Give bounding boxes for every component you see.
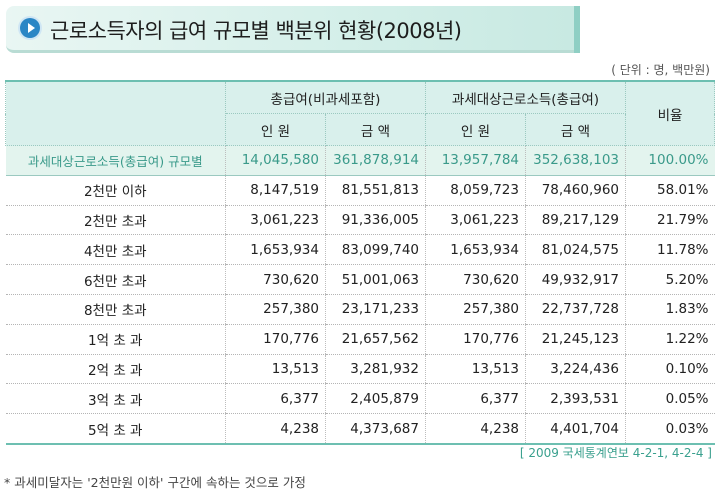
table-cell: 170,776 <box>425 324 526 355</box>
table-cell: 3,061,223 <box>225 205 326 236</box>
table-cell: 0.10% <box>625 354 715 385</box>
header-amount: 금 액 <box>325 113 426 146</box>
row-label: 6천만 초과 <box>5 264 226 295</box>
table-cell: 361,878,914 <box>325 145 426 176</box>
title-banner: 근로소득자의 급여 규모별 백분위 현황(2008년) <box>6 6 580 53</box>
table-cell: 22,737,728 <box>525 294 626 325</box>
table-cell: 257,380 <box>225 294 326 325</box>
table-row-total: 과세대상근로소득(총급여) 규모별 14,045,580 361,878,914… <box>5 145 715 176</box>
table-cell: 0.05% <box>625 383 715 415</box>
table-cell: 58.01% <box>625 175 715 206</box>
table-row: 3억 초 과 6,377 2,405,879 6,377 2,393,531 0… <box>5 383 715 415</box>
table-cell: 6,377 <box>425 383 526 415</box>
table-cell: 352,638,103 <box>525 145 626 176</box>
unit-label: ( 단위 : 명, 백만원) <box>611 63 710 77</box>
row-label: 2천만 이하 <box>5 175 226 206</box>
row-label: 1억 초 과 <box>5 324 226 355</box>
table-cell: 1,653,934 <box>425 234 526 266</box>
table-cell: 11.78% <box>625 234 715 266</box>
table-cell: 4,238 <box>225 413 326 445</box>
header-amount: 금 액 <box>525 113 626 146</box>
row-label: 4천만 초과 <box>5 234 226 266</box>
table-cell: 21,657,562 <box>325 324 426 355</box>
table-cell: 21,245,123 <box>525 324 626 355</box>
table-cell: 170,776 <box>225 324 326 355</box>
header-taxable-income: 과세대상근로소득(총급여) <box>425 80 626 114</box>
table-cell: 13,957,784 <box>425 145 526 176</box>
table-cell: 6,377 <box>225 383 326 415</box>
header-blank <box>5 80 226 146</box>
header-people: 인 원 <box>425 113 526 146</box>
table-cell: 89,217,129 <box>525 205 626 236</box>
table-cell: 257,380 <box>425 294 526 325</box>
table-row: 2억 초 과 13,513 3,281,932 13,513 3,224,436… <box>5 354 715 385</box>
header-people: 인 원 <box>225 113 326 146</box>
table-cell: 91,336,005 <box>325 205 426 236</box>
table-cell: 3,281,932 <box>325 354 426 385</box>
table-cell: 4,373,687 <box>325 413 426 445</box>
table-cell: 1.22% <box>625 324 715 355</box>
header-gross-pay: 총급여(비과세포함) <box>225 80 426 114</box>
header-ratio: 비율 <box>625 80 715 146</box>
table-cell: 2,405,879 <box>325 383 426 415</box>
table-row: 6천만 초과 730,620 51,001,063 730,620 49,932… <box>5 264 715 295</box>
table-row: 2천만 초과 3,061,223 91,336,005 3,061,223 89… <box>5 205 715 236</box>
table-cell: 730,620 <box>425 264 526 295</box>
table-cell: 81,024,575 <box>525 234 626 266</box>
table-cell: 5.20% <box>625 264 715 295</box>
row-label: 2억 초 과 <box>5 354 226 385</box>
page-title: 근로소득자의 급여 규모별 백분위 현황(2008년) <box>50 19 462 43</box>
table-cell: 0.03% <box>625 413 715 445</box>
row-label: 과세대상근로소득(총급여) 규모별 <box>5 145 226 176</box>
table-row: 2천만 이하 8,147,519 81,551,813 8,059,723 78… <box>5 175 715 206</box>
table-cell: 730,620 <box>225 264 326 295</box>
table-row: 4천만 초과 1,653,934 83,099,740 1,653,934 81… <box>5 234 715 266</box>
table-cell: 100.00% <box>625 145 715 176</box>
table-row: 1억 초 과 170,776 21,657,562 170,776 21,245… <box>5 324 715 355</box>
table-cell: 23,171,233 <box>325 294 426 325</box>
table-cell: 21.79% <box>625 205 715 236</box>
footnote: * 과세미달자는 '2천만원 이하' 구간에 속하는 것으로 가정 <box>4 475 306 490</box>
source-note: [ 2009 국세통계연보 4-2-1, 4-2-4 ] <box>519 446 712 460</box>
table-cell: 78,460,960 <box>525 175 626 206</box>
table-cell: 83,099,740 <box>325 234 426 266</box>
table-row: 5억 초 과 4,238 4,373,687 4,238 4,401,704 0… <box>5 413 715 445</box>
table-cell: 2,393,531 <box>525 383 626 415</box>
row-label: 2천만 초과 <box>5 205 226 236</box>
table-cell: 4,238 <box>425 413 526 445</box>
table-cell: 8,059,723 <box>425 175 526 206</box>
table-cell: 13,513 <box>225 354 326 385</box>
table-cell: 3,061,223 <box>425 205 526 236</box>
table-cell: 49,932,917 <box>525 264 626 295</box>
table-cell: 51,001,063 <box>325 264 426 295</box>
row-label: 8천만 초과 <box>5 294 226 325</box>
row-label: 5억 초 과 <box>5 413 226 445</box>
table-cell: 13,513 <box>425 354 526 385</box>
play-circle-icon <box>20 18 40 38</box>
table-cell: 1.83% <box>625 294 715 325</box>
table-cell: 1,653,934 <box>225 234 326 266</box>
income-table: 총급여(비과세포함) 과세대상근로소득(총급여) 비율 인 원 금 액 인 원 … <box>5 80 715 445</box>
table-cell: 3,224,436 <box>525 354 626 385</box>
table-cell: 14,045,580 <box>225 145 326 176</box>
table-cell: 4,401,704 <box>525 413 626 445</box>
row-label: 3억 초 과 <box>5 383 226 415</box>
table-row: 8천만 초과 257,380 23,171,233 257,380 22,737… <box>5 294 715 325</box>
table-cell: 81,551,813 <box>325 175 426 206</box>
table-cell: 8,147,519 <box>225 175 326 206</box>
